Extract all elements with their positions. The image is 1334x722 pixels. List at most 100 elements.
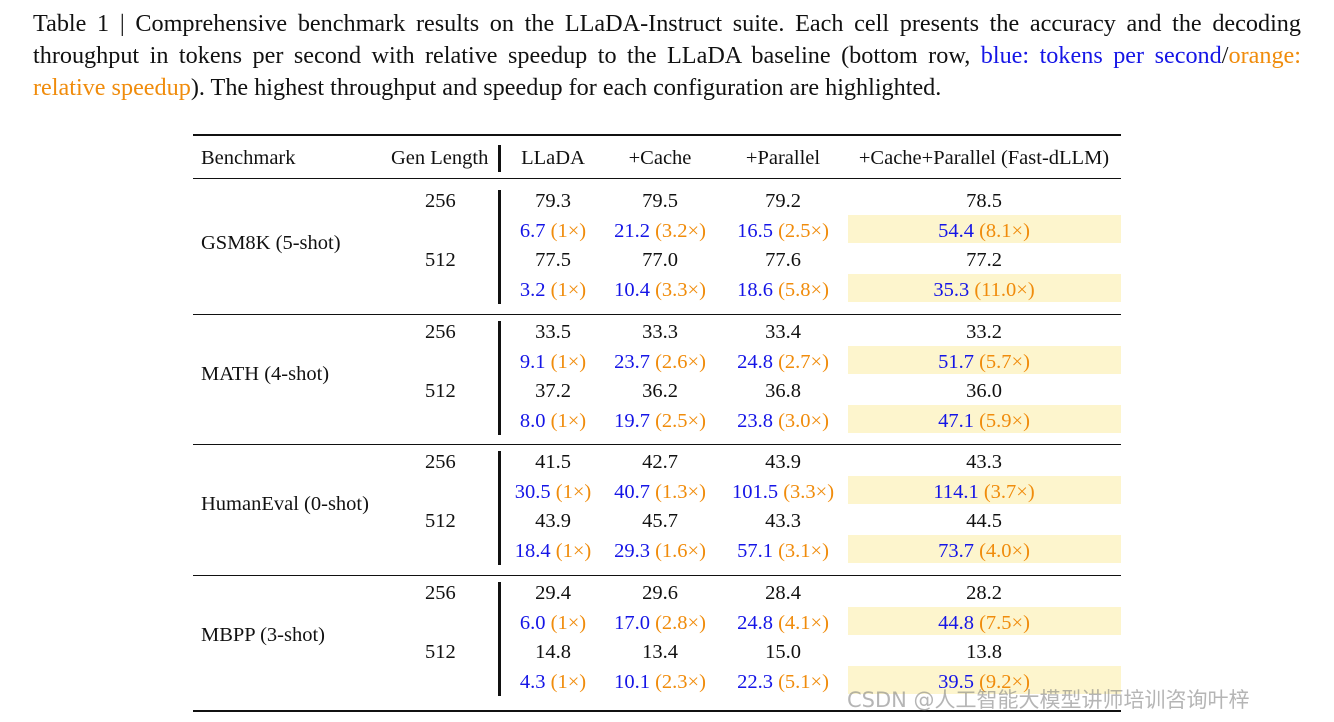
tokens-per-second: 18.4 bbox=[514, 540, 551, 562]
highlight-cell bbox=[848, 405, 1121, 433]
accuracy-cell-parallel: 36.8 bbox=[765, 380, 801, 402]
tokens-per-second: 22.3 bbox=[737, 671, 773, 693]
relative-speedup: (1×) bbox=[550, 279, 587, 301]
benchmark-name: HumanEval (0-shot) bbox=[201, 493, 369, 515]
relative-speedup: (1×) bbox=[550, 351, 587, 373]
throughput-cell-fast-dllm: 47.1 (5.9×) bbox=[938, 408, 1030, 434]
relative-speedup: (1×) bbox=[550, 410, 587, 432]
tokens-per-second: 47.1 bbox=[938, 410, 974, 432]
throughput-cell-llada: 9.1 (1×) bbox=[520, 349, 586, 375]
header-parallel: +Parallel bbox=[745, 147, 821, 169]
relative-speedup: (1×) bbox=[555, 540, 592, 562]
relative-speedup: (3.1×) bbox=[778, 540, 829, 562]
throughput-cell-llada: 3.2 (1×) bbox=[520, 277, 586, 303]
throughput-cell-parallel: 24.8 (2.7×) bbox=[737, 349, 829, 375]
throughput-cell-parallel: 23.8 (3.0×) bbox=[737, 408, 829, 434]
tokens-per-second: 19.7 bbox=[614, 410, 650, 432]
benchmark-name: MATH (4-shot) bbox=[201, 363, 330, 385]
accuracy-cell-fast-dllm: 78.5 bbox=[966, 190, 1002, 212]
tokens-per-second: 24.8 bbox=[737, 612, 773, 634]
accuracy-cell-cache: 77.0 bbox=[642, 249, 678, 271]
throughput-cell-llada: 30.5 (1×) bbox=[515, 479, 591, 505]
tokens-per-second: 6.7 bbox=[519, 220, 546, 242]
gen-length: 256 bbox=[425, 190, 456, 212]
relative-speedup: (1×) bbox=[555, 481, 592, 503]
tokens-per-second: 29.3 bbox=[614, 540, 650, 562]
accuracy-cell-fast-dllm: 44.5 bbox=[966, 510, 1002, 532]
benchmark-name: MBPP (3-shot) bbox=[201, 624, 325, 646]
header-fast-dllm: +Cache+Parallel (Fast-dLLM) bbox=[858, 147, 1110, 169]
header-gen-length: Gen Length bbox=[391, 147, 489, 169]
throughput-cell-cache: 17.0 (2.8×) bbox=[614, 610, 706, 636]
tokens-per-second: 51.7 bbox=[938, 351, 974, 373]
gen-length: 512 bbox=[425, 641, 456, 663]
tokens-per-second: 23.7 bbox=[614, 351, 650, 373]
accuracy-cell-cache: 45.7 bbox=[642, 510, 678, 532]
relative-speedup: (4.0×) bbox=[979, 540, 1030, 562]
throughput-cell-parallel: 57.1 (3.1×) bbox=[737, 538, 829, 564]
tokens-per-second: 9.1 bbox=[519, 351, 546, 373]
throughput-cell-cache: 10.1 (2.3×) bbox=[614, 669, 706, 695]
gen-length: 256 bbox=[425, 451, 456, 473]
bottom-rule bbox=[193, 710, 1121, 712]
highlight-cell bbox=[848, 346, 1121, 374]
throughput-cell-parallel: 101.5 (3.3×) bbox=[732, 479, 834, 505]
accuracy-cell-llada: 41.5 bbox=[535, 451, 571, 473]
throughput-cell-parallel: 16.5 (2.5×) bbox=[737, 218, 829, 244]
accuracy-cell-parallel: 43.3 bbox=[765, 510, 801, 532]
throughput-cell-llada: 4.3 (1×) bbox=[520, 669, 586, 695]
tokens-per-second: 10.1 bbox=[614, 671, 650, 693]
throughput-cell-llada: 6.7 (1×) bbox=[520, 218, 586, 244]
gen-length: 512 bbox=[425, 380, 456, 402]
caption-blue-legend: blue: tokens per second bbox=[980, 42, 1222, 69]
tokens-per-second: 44.8 bbox=[938, 612, 974, 634]
tokens-per-second: 3.2 bbox=[519, 279, 546, 301]
throughput-cell-llada: 8.0 (1×) bbox=[520, 408, 586, 434]
highlight-cell bbox=[848, 215, 1121, 243]
relative-speedup: (3.2×) bbox=[655, 220, 706, 242]
throughput-cell-cache: 21.2 (3.2×) bbox=[614, 218, 706, 244]
accuracy-cell-fast-dllm: 13.8 bbox=[966, 641, 1002, 663]
relative-speedup: (5.7×) bbox=[979, 351, 1030, 373]
group-rule bbox=[193, 444, 1121, 445]
throughput-cell-parallel: 24.8 (4.1×) bbox=[737, 610, 829, 636]
accuracy-cell-cache: 13.4 bbox=[642, 641, 678, 663]
accuracy-cell-parallel: 43.9 bbox=[765, 451, 801, 473]
relative-speedup: (2.3×) bbox=[655, 671, 706, 693]
throughput-cell-llada: 6.0 (1×) bbox=[520, 610, 586, 636]
highlight-cell bbox=[848, 666, 1121, 694]
gen-length: 512 bbox=[425, 249, 456, 271]
throughput-cell-fast-dllm: 39.5 (9.2×) bbox=[938, 669, 1030, 695]
accuracy-cell-llada: 14.8 bbox=[535, 641, 571, 663]
accuracy-cell-cache: 42.7 bbox=[642, 451, 678, 473]
watermark: CSDN @人工智能大模型讲师培训咨询叶梓 bbox=[847, 688, 1250, 712]
accuracy-cell-parallel: 33.4 bbox=[765, 321, 801, 343]
caption-text-1: Table 1 | Comprehensive benchmark result… bbox=[33, 10, 1301, 69]
caption-orange-legend: orange: relative speedup bbox=[33, 42, 1301, 101]
relative-speedup: (2.8×) bbox=[655, 612, 706, 634]
relative-speedup: (5.9×) bbox=[979, 410, 1030, 432]
highlight-cell bbox=[848, 607, 1121, 635]
tokens-per-second: 6.0 bbox=[519, 612, 546, 634]
relative-speedup: (1×) bbox=[550, 612, 587, 634]
group-rule bbox=[193, 575, 1121, 576]
relative-speedup: (9.2×) bbox=[979, 671, 1030, 693]
accuracy-cell-cache: 33.3 bbox=[642, 321, 678, 343]
tokens-per-second: 17.0 bbox=[614, 612, 650, 634]
relative-speedup: (11.0×) bbox=[974, 279, 1035, 301]
tokens-per-second: 21.2 bbox=[614, 220, 650, 242]
relative-speedup: (8.1×) bbox=[979, 220, 1030, 242]
throughput-cell-fast-dllm: 51.7 (5.7×) bbox=[938, 349, 1030, 375]
gen-length: 256 bbox=[425, 582, 456, 604]
relative-speedup: (1.6×) bbox=[655, 540, 706, 562]
top-rule bbox=[193, 134, 1121, 136]
throughput-cell-fast-dllm: 44.8 (7.5×) bbox=[938, 610, 1030, 636]
caption-slash: / bbox=[1221, 42, 1229, 69]
tokens-per-second: 40.7 bbox=[614, 481, 650, 503]
header-rule bbox=[193, 178, 1121, 179]
relative-speedup: (3.7×) bbox=[983, 481, 1035, 503]
tokens-per-second: 54.4 bbox=[938, 220, 974, 242]
relative-speedup: (2.5×) bbox=[655, 410, 706, 432]
tokens-per-second: 39.5 bbox=[938, 671, 974, 693]
highlight-cell bbox=[848, 274, 1121, 302]
